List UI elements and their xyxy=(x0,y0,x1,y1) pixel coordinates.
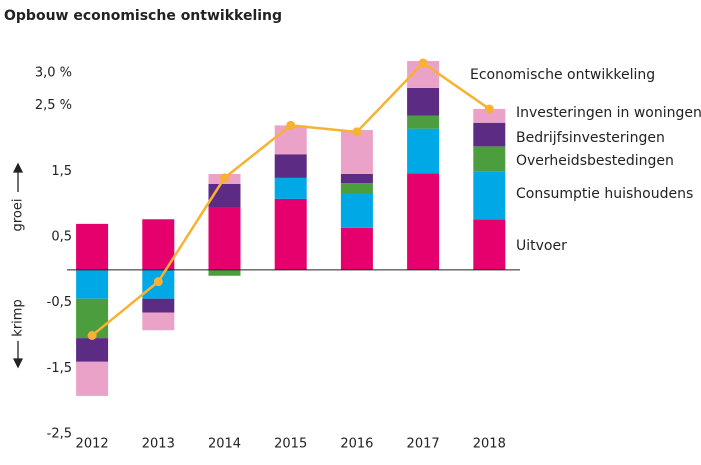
chart-title: Opbouw economische ontwikkeling xyxy=(4,8,282,24)
line-point xyxy=(484,104,494,114)
bar-segment xyxy=(473,146,506,172)
line-point xyxy=(87,331,97,340)
axis-arrows xyxy=(12,162,24,369)
bar-segment xyxy=(473,108,506,123)
bar-segment xyxy=(274,125,307,155)
bar-segment xyxy=(340,183,373,194)
bar-segment xyxy=(340,129,373,174)
line-point xyxy=(352,127,362,137)
y-tick-label: 3,0 % xyxy=(35,65,72,80)
legend-label: Overheidsbestedingen xyxy=(516,153,674,169)
x-tick-label: 2014 xyxy=(208,437,241,452)
bar-segment xyxy=(340,227,373,270)
x-tick-label: 2017 xyxy=(407,437,440,452)
bar-segment xyxy=(340,193,373,228)
bar-segment xyxy=(274,154,307,178)
y-tick-label: 2,5 % xyxy=(35,98,72,113)
bar-segment xyxy=(76,361,109,396)
y-tick-label: 0,5 xyxy=(51,230,72,245)
x-tick-label: 2012 xyxy=(76,437,109,452)
legend-label: Consumptie huishoudens xyxy=(516,186,693,202)
bar-segment xyxy=(473,171,506,220)
bar-segment xyxy=(142,298,175,313)
y-tick-label: -1,5 xyxy=(47,361,72,376)
legend-label: Economische ontwikkeling xyxy=(470,67,655,83)
axis-up-label: groei xyxy=(11,199,26,232)
bar-segment xyxy=(473,219,506,270)
x-tick-label: 2015 xyxy=(274,437,307,452)
y-tick-label: 1,5 xyxy=(51,164,72,179)
line-point xyxy=(286,120,296,130)
x-tick-label: 2013 xyxy=(142,437,175,452)
bar-segment xyxy=(274,177,307,199)
x-tick-label: 2018 xyxy=(473,437,506,452)
bar-segment xyxy=(407,128,440,174)
bar-segment xyxy=(473,122,506,147)
bar-segment xyxy=(208,269,241,276)
line-point xyxy=(220,173,229,183)
axis-down-label: krimp xyxy=(11,299,26,336)
legend-label: Uitvoer xyxy=(516,238,567,254)
bar-segment xyxy=(142,219,175,270)
x-tick-label: 2016 xyxy=(340,437,373,452)
bar-segment xyxy=(407,173,440,270)
line-point xyxy=(418,58,428,68)
line-point xyxy=(153,277,163,287)
y-tick-label: -2,5 xyxy=(47,427,72,442)
legend-label: Bedrijfsinvesteringen xyxy=(516,130,665,146)
bar-segment xyxy=(274,198,307,270)
bar-segment xyxy=(407,87,440,116)
bar-segment xyxy=(76,338,109,362)
bar-segment xyxy=(142,312,175,331)
bar-segment xyxy=(407,115,440,129)
bar-segment xyxy=(340,173,373,184)
legend-label: Investeringen in woningen xyxy=(516,105,701,121)
y-tick-label: -0,5 xyxy=(47,295,72,310)
bar-segment xyxy=(76,223,109,270)
bar-segment xyxy=(76,269,109,299)
bar-segment xyxy=(208,207,241,270)
